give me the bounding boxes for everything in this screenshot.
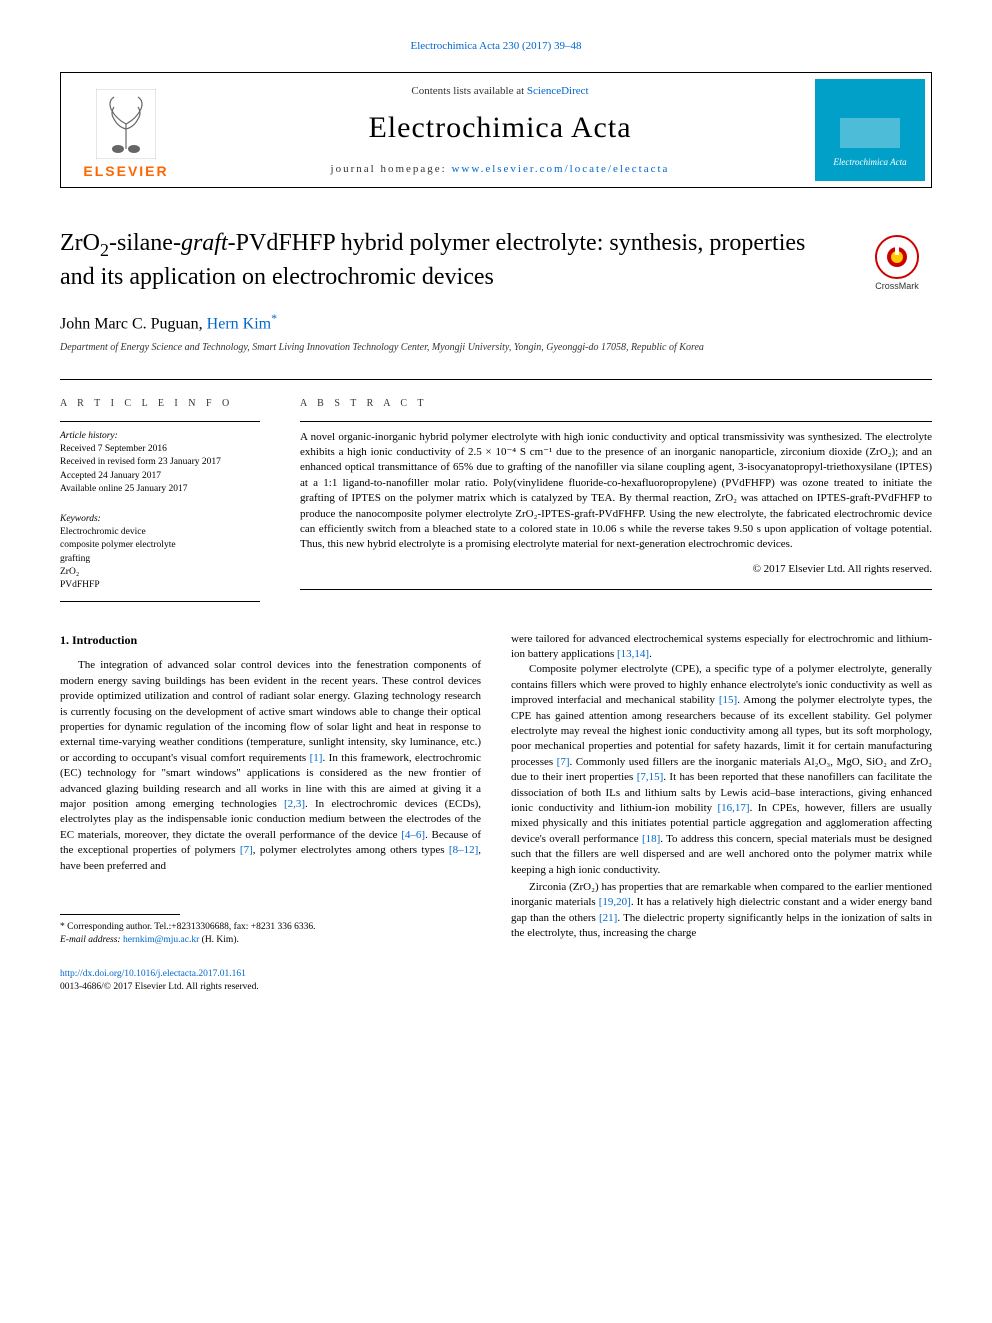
publisher-logo-box: ELSEVIER [61,73,191,187]
p1-text-a: The integration of advanced solar contro… [60,659,481,763]
abstract-column: A B S T R A C T A novel organic-inorgani… [300,398,932,602]
author-1: John Marc C. Puguan [60,316,199,333]
email-link[interactable]: hernkim@mju.ac.kr [123,935,199,945]
title-subscript: 2 [100,240,109,260]
abstract-bottom-rule [300,589,932,590]
doi-link[interactable]: http://dx.doi.org/10.1016/j.electacta.20… [60,968,932,981]
elsevier-tree-icon [96,89,156,159]
crossmark-badge[interactable]: CrossMark [862,228,932,298]
corr-text: Corresponding author. Tel.:+82313306688,… [67,922,315,932]
journal-name: Electrochimica Acta [191,111,809,145]
ref-21[interactable]: [21] [599,912,617,924]
ref-8-12[interactable]: [8–12] [449,844,478,856]
keyword-2: composite polymer electrolyte [60,539,260,552]
contents-prefix: Contents lists available at [411,85,526,97]
title-section: ZrO2-silane-graft-PVdFHFP hybrid polymer… [60,228,932,361]
body-column-right: were tailored for advanced electrochemic… [511,632,932,948]
online-date: Available online 25 January 2017 [60,483,260,496]
affiliation: Department of Energy Science and Technol… [60,342,842,353]
abstract-heading: A B S T R A C T [300,398,932,409]
title-text-block: ZrO2-silane-graft-PVdFHFP hybrid polymer… [60,228,842,361]
received-date: Received 7 September 2016 [60,443,260,456]
accepted-date: Accepted 24 January 2017 [60,470,260,483]
corresponding-email-line: E-mail address: hernkim@mju.ac.kr (H. Ki… [60,934,481,947]
revised-date: Received in revised form 23 January 2017 [60,456,260,469]
ref-2-3[interactable]: [2,3] [284,798,305,810]
col2-paragraph-2: Zirconia (ZrO₂) has properties that are … [511,880,932,942]
footer-separator [60,914,180,915]
title-part1: ZrO [60,230,100,256]
col2-paragraph-1: Composite polymer electrolyte (CPE), a s… [511,662,932,877]
article-info-column: A R T I C L E I N F O Article history: R… [60,398,260,602]
col2-continuation: were tailored for advanced electrochemic… [511,632,932,663]
abstract-block: A novel organic-inorganic hybrid polymer… [300,421,932,575]
title-part2: -silane- [109,230,181,256]
ref-18[interactable]: [18] [642,833,660,845]
history-label: Article history: [60,430,260,443]
ref-7b[interactable]: [7] [557,756,570,768]
keyword-3: grafting [60,553,260,566]
info-rule [60,601,260,602]
keyword-5: PVdFHFP [60,579,260,592]
sciencedirect-link[interactable]: ScienceDirect [527,85,589,97]
ref-4-6[interactable]: [4–6] [401,829,425,841]
cover-journal-title: Electrochimica Acta [833,157,906,167]
p1-text-e: , polymer electrolytes among others type… [253,844,449,856]
c2p0-end: . [649,648,652,660]
article-info-heading: A R T I C L E I N F O [60,398,260,409]
intro-paragraph-1: The integration of advanced solar contro… [60,658,481,873]
abstract-text: A novel organic-inorganic hybrid polymer… [300,430,932,553]
ref-16-17[interactable]: [16,17] [718,802,750,814]
article-title: ZrO2-silane-graft-PVdFHFP hybrid polymer… [60,228,842,293]
doi-block: http://dx.doi.org/10.1016/j.electacta.20… [60,968,932,995]
email-label: E-mail address: [60,935,123,945]
homepage-prefix: journal homepage: [331,163,452,175]
history-block: Article history: Received 7 September 20… [60,421,260,593]
info-abstract-row: A R T I C L E I N F O Article history: R… [60,379,932,602]
email-suffix: (H. Kim). [199,935,239,945]
corresponding-author-note: * Corresponding author. Tel.:+8231330668… [60,921,481,934]
corresponding-marker: * [271,311,277,325]
issn-copyright: 0013-4686/© 2017 Elsevier Ltd. All right… [60,981,932,994]
authors-line: John Marc C. Puguan, Hern Kim* [60,311,842,333]
homepage-line: journal homepage: www.elsevier.com/locat… [191,163,809,175]
keywords-label: Keywords: [60,514,260,524]
abstract-copyright: © 2017 Elsevier Ltd. All rights reserved… [300,563,932,575]
ref-15[interactable]: [15] [719,694,737,706]
section-1-heading: 1. Introduction [60,632,481,649]
author-2[interactable]: Hern Kim [207,316,271,333]
crossmark-label: CrossMark [875,281,919,291]
crossmark-inner-icon [882,242,912,272]
keyword-1: Electrochromic device [60,526,260,539]
body-columns: 1. Introduction The integration of advan… [60,632,932,948]
title-italic: graft [181,230,228,256]
ref-1[interactable]: [1] [310,752,323,764]
header-citation[interactable]: Electrochimica Acta 230 (2017) 39–48 [60,40,932,52]
body-column-left: 1. Introduction The integration of advan… [60,632,481,948]
crossmark-circle-icon [875,235,919,279]
masthead-center: Contents lists available at ScienceDirec… [191,73,809,187]
contents-available-line: Contents lists available at ScienceDirec… [191,85,809,97]
ref-7-15[interactable]: [7,15] [637,771,664,783]
masthead: ELSEVIER Contents lists available at Sci… [60,72,932,188]
journal-page: Electrochimica Acta 230 (2017) 39–48 ELS… [0,0,992,1034]
keyword-4: ZrO₂ [60,566,260,579]
cover-graphic-icon [830,93,910,153]
homepage-link[interactable]: www.elsevier.com/locate/electacta [451,163,669,175]
ref-13-14[interactable]: [13,14] [617,648,649,660]
ref-7[interactable]: [7] [240,844,253,856]
ref-19-20[interactable]: [19,20] [599,896,631,908]
publisher-name: ELSEVIER [83,163,168,179]
journal-cover-thumbnail: Electrochimica Acta [815,79,925,181]
c2p0-a: were tailored for advanced electrochemic… [511,633,932,660]
